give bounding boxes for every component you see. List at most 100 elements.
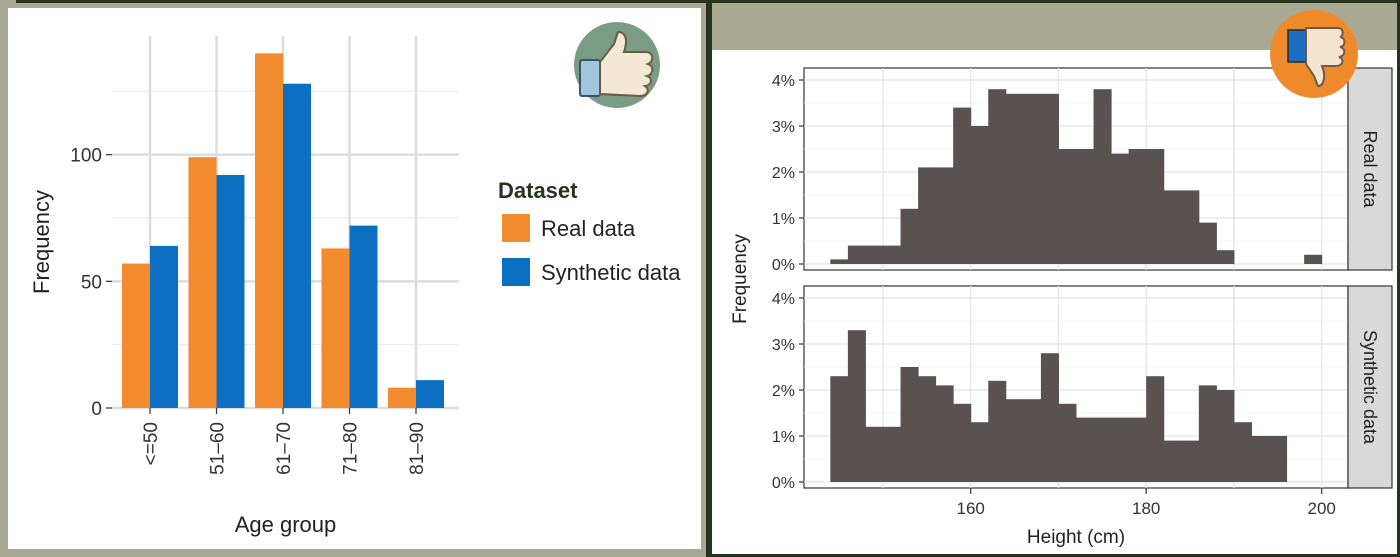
histogram-bar: [1040, 353, 1059, 482]
histogram-bar: [953, 403, 972, 482]
histogram-bar: [830, 259, 849, 264]
x-tick-label: 81–90: [407, 422, 428, 475]
histogram-bar: [970, 126, 989, 264]
x-tick-label: 61–70: [274, 422, 295, 475]
histogram-bar: [935, 167, 954, 264]
histogram-bar: [1058, 149, 1077, 264]
histogram-bar: [847, 330, 866, 482]
legend-swatch: [502, 258, 530, 286]
y-tick-label: 0%: [772, 257, 795, 274]
y-tick-label: 3%: [772, 119, 795, 136]
histogram-bar: [1128, 417, 1147, 482]
y-tick-label: 100: [70, 146, 102, 167]
histogram-bar: [935, 385, 954, 482]
bar-synthetic: [216, 174, 245, 408]
histogram-bar: [1076, 149, 1095, 264]
y-tick-label: 2%: [772, 383, 795, 400]
bar-synthetic: [416, 380, 444, 408]
bar-real: [321, 248, 350, 408]
histogram-bar: [1181, 440, 1200, 482]
y-tick-label: 1%: [772, 211, 795, 228]
y-tick-label: 0: [91, 399, 102, 420]
x-tick-label: 160: [957, 499, 985, 518]
histogram-bar: [953, 107, 972, 264]
histogram-bar: [988, 380, 1007, 482]
height-histogram-chart: 0% 1% 2% 3% 4% Real data 0% 1% 2% 3% 4% Synthetic d…: [730, 67, 1393, 548]
legend-label: Real data: [541, 216, 636, 241]
thumbs-down-icon: [1287, 27, 1346, 88]
histogram-bar: [1128, 149, 1147, 264]
histogram-bar: [1023, 399, 1042, 482]
y-axis-title: Frequency: [29, 190, 54, 294]
x-tick-label: 180: [1132, 499, 1160, 518]
histogram-bar: [1146, 149, 1165, 264]
histogram-bar: [1163, 190, 1182, 264]
histogram-bar: [1198, 222, 1217, 264]
legend-swatch: [502, 214, 530, 242]
histogram-bar: [1076, 417, 1095, 482]
histogram-bar: [1216, 250, 1235, 264]
y-tick-label: 3%: [772, 337, 795, 354]
y-axis-title: Frequency: [730, 234, 751, 324]
histogram-bar: [1005, 399, 1024, 482]
bar-real: [122, 263, 150, 408]
age-group-bar-chart: 0 50 100 <=50 51–60 61–70 71–80 81–90 Age group F…: [29, 36, 681, 537]
histogram-bar: [1233, 422, 1252, 482]
histogram-bar: [1093, 89, 1112, 264]
histogram-bar: [970, 422, 989, 482]
y-tick-label: 1%: [772, 429, 795, 446]
histogram-bar: [1251, 436, 1270, 482]
histogram-bar: [1023, 93, 1042, 264]
histogram-bar: [1181, 190, 1200, 264]
right-chart-panel: 0% 1% 2% 3% 4% Real data 0% 1% 2% 3% 4% Synthetic d…: [709, 0, 1400, 557]
histogram-bar: [830, 376, 849, 482]
y-tick-label: 2%: [772, 165, 795, 182]
x-tick-label: 200: [1307, 499, 1335, 518]
bar-real: [388, 387, 416, 408]
histogram-bar: [1163, 440, 1182, 482]
x-axis-title: Height (cm): [1027, 527, 1125, 548]
histogram-bar: [988, 89, 1007, 264]
legend-label: Synthetic data: [541, 260, 681, 285]
y-tick-label: 4%: [772, 73, 795, 90]
histogram-bar: [865, 426, 884, 482]
facet-strip: [1347, 67, 1393, 271]
bar-synthetic: [283, 83, 311, 408]
legend-title: Dataset: [498, 178, 578, 203]
y-tick-label: 4%: [772, 291, 795, 308]
facet-strip-label: Real data: [1360, 130, 1380, 208]
histogram-bar: [918, 376, 937, 482]
histogram-bar: [865, 245, 884, 264]
histogram-bar: [882, 426, 902, 482]
histogram-bar: [1111, 153, 1130, 264]
facet-strip: [1347, 285, 1393, 489]
bar-real: [255, 53, 283, 408]
bar-synthetic: [349, 225, 378, 408]
histogram-bar: [1093, 417, 1112, 482]
histogram-bar: [847, 245, 866, 264]
histogram-bar: [882, 245, 902, 264]
x-axis-title: Age group: [235, 512, 337, 537]
histogram-bar: [1111, 417, 1130, 482]
histogram-bar: [900, 367, 919, 482]
histogram-bar: [1269, 436, 1288, 482]
left-chart-panel: 0 50 100 <=50 51–60 61–70 71–80 81–90 Age group F…: [0, 0, 709, 557]
histogram-bar: [1005, 93, 1024, 264]
histogram-bar: [1040, 93, 1059, 264]
x-tick-label: <=50: [141, 422, 162, 465]
histogram-bar: [1058, 403, 1077, 482]
histogram-bar: [918, 167, 937, 264]
histogram-bar: [900, 208, 919, 264]
facet-strip-label: Synthetic data: [1360, 330, 1380, 445]
histogram-bar: [1198, 385, 1217, 482]
y-tick-label: 0%: [772, 475, 795, 492]
bar-synthetic: [150, 245, 178, 408]
y-tick-label: 50: [81, 272, 102, 293]
thumbs-down-badge: [1270, 10, 1358, 98]
bar-real: [188, 157, 217, 408]
thumbs-up-badge: [574, 22, 660, 108]
thumbs-up-icon: [579, 30, 654, 98]
x-tick-label: 51–60: [208, 422, 229, 475]
histogram-bar: [1216, 390, 1235, 482]
x-tick-label: 71–80: [341, 422, 362, 475]
